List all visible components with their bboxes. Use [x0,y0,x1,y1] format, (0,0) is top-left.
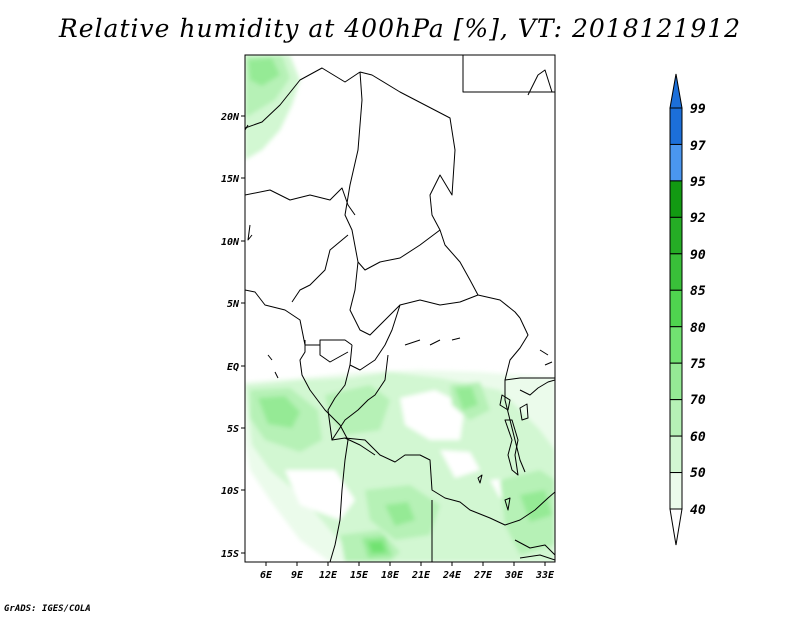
colorbar-segment [669,289,683,328]
longitude-axis: 6E 9E 12E 15E 18E 21E 24E 27E 30E 33E [260,562,555,581]
lon-tick-label: 21E [411,570,431,581]
colorbar-top-arrow [669,73,683,109]
humidity-shading [245,55,555,562]
colorbar-label: 90 [690,248,706,263]
lon-tick-label: 9E [291,570,304,581]
map-frame [244,54,556,563]
colorbar-segment [669,143,683,182]
colorbar-segment [669,216,683,255]
map-title: Relative humidity at 400hPa [%], VT: 201… [58,14,742,43]
grads-credit: GrADS: IGES/COLA [4,604,91,614]
lon-tick-label: 18E [381,570,400,581]
lat-tick-label: EQ [227,362,239,373]
colorbar-label: 85 [690,284,706,299]
colorbar-label: 70 [690,393,706,408]
country-borders [245,55,555,562]
map-panel [245,55,555,562]
lat-tick-label: 5S [227,424,239,435]
colorbar-bottom-arrow [669,508,683,546]
lat-tick-label: 20N [220,112,240,123]
latitude-axis: 20N 15N 10N 5N EQ 5S 10S 15S [220,112,245,560]
lat-tick-label: 15N [221,174,240,185]
lat-tick-label: 15S [221,549,239,560]
colorbar-segment [669,326,683,364]
colorbar-label: 40 [690,503,706,518]
colorbar-segment [669,435,683,474]
lon-tick-label: 30E [504,570,524,581]
lon-tick-label: 6E [260,570,273,581]
colorbar: 99 97 95 92 90 85 80 75 70 60 50 40 [669,73,706,546]
colorbar-label: 92 [690,211,706,226]
lon-tick-label: 15E [350,570,369,581]
lat-tick-label: 5N [227,299,240,310]
colorbar-label: 75 [690,357,706,372]
lat-tick-label: 10S [221,486,239,497]
colorbar-label: 97 [690,139,706,154]
colorbar-label: 80 [690,321,706,336]
colorbar-segment [669,399,683,437]
lat-tick-label: 10N [221,237,240,248]
lon-tick-label: 27E [473,570,493,581]
lon-tick-label: 24E [442,570,462,581]
colorbar-segment [669,253,683,291]
colorbar-segment [669,107,683,145]
colorbar-label: 95 [690,175,706,190]
colorbar-label: 60 [690,430,706,445]
colorbar-segment [669,472,683,510]
colorbar-segment [669,180,683,218]
colorbar-label: 50 [690,466,706,481]
lon-tick-label: 33E [535,570,555,581]
colorbar-segment [669,362,683,401]
lon-tick-label: 12E [319,570,338,581]
colorbar-label: 99 [690,102,706,117]
